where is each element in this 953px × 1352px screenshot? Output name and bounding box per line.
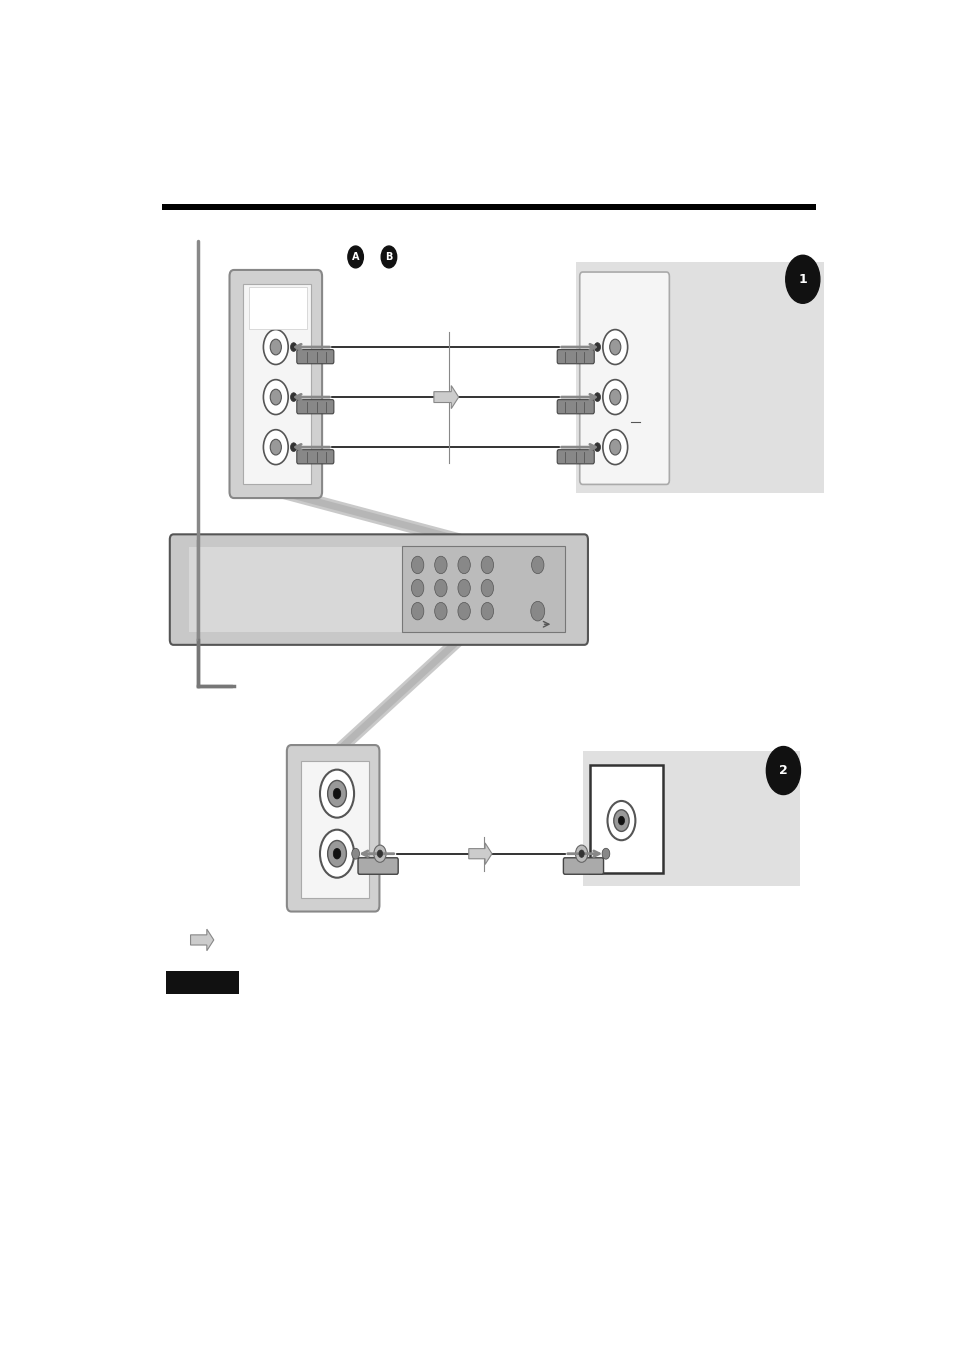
- Circle shape: [594, 392, 599, 402]
- FancyBboxPatch shape: [557, 350, 594, 364]
- Bar: [576, 262, 823, 493]
- Circle shape: [618, 817, 624, 825]
- Circle shape: [530, 602, 544, 621]
- Circle shape: [319, 769, 354, 818]
- Circle shape: [765, 746, 800, 795]
- Circle shape: [270, 439, 281, 456]
- Circle shape: [263, 380, 288, 415]
- Circle shape: [270, 339, 281, 354]
- Circle shape: [381, 246, 396, 268]
- Circle shape: [601, 848, 609, 859]
- Circle shape: [435, 603, 447, 619]
- Circle shape: [333, 788, 340, 799]
- Circle shape: [411, 556, 423, 573]
- FancyBboxPatch shape: [287, 745, 379, 911]
- Circle shape: [435, 556, 447, 573]
- FancyBboxPatch shape: [563, 857, 603, 875]
- FancyBboxPatch shape: [230, 270, 322, 498]
- Circle shape: [609, 439, 620, 456]
- Text: B: B: [385, 251, 393, 262]
- Circle shape: [327, 841, 346, 867]
- Circle shape: [531, 556, 543, 573]
- Text: 1: 1: [798, 273, 806, 285]
- Text: 2: 2: [779, 764, 787, 777]
- Bar: [402, 546, 564, 631]
- Circle shape: [435, 579, 447, 596]
- Circle shape: [319, 830, 354, 877]
- Bar: [162, 204, 815, 210]
- Circle shape: [348, 246, 363, 268]
- Circle shape: [457, 556, 470, 573]
- Circle shape: [602, 430, 627, 465]
- Circle shape: [291, 342, 296, 352]
- Polygon shape: [191, 929, 213, 950]
- FancyBboxPatch shape: [296, 350, 334, 364]
- Bar: [189, 548, 521, 631]
- Circle shape: [352, 848, 359, 859]
- Circle shape: [411, 579, 423, 596]
- Circle shape: [594, 442, 599, 452]
- FancyBboxPatch shape: [170, 534, 587, 645]
- Circle shape: [609, 339, 620, 354]
- Circle shape: [480, 556, 493, 573]
- Circle shape: [457, 579, 470, 596]
- Bar: [249, 287, 307, 330]
- Circle shape: [291, 392, 296, 402]
- Circle shape: [291, 442, 296, 452]
- Bar: [582, 752, 799, 886]
- Circle shape: [374, 845, 386, 863]
- Circle shape: [263, 430, 288, 465]
- Circle shape: [480, 603, 493, 619]
- Circle shape: [575, 845, 587, 863]
- Circle shape: [602, 330, 627, 365]
- Circle shape: [607, 800, 635, 840]
- FancyBboxPatch shape: [357, 857, 397, 875]
- Circle shape: [609, 389, 620, 406]
- Circle shape: [578, 850, 583, 857]
- Bar: [243, 284, 311, 484]
- Circle shape: [333, 849, 340, 859]
- Bar: [301, 761, 369, 898]
- FancyBboxPatch shape: [296, 400, 334, 414]
- Circle shape: [602, 380, 627, 415]
- Circle shape: [457, 603, 470, 619]
- FancyBboxPatch shape: [557, 400, 594, 414]
- Circle shape: [785, 256, 819, 303]
- Bar: [166, 971, 239, 994]
- Circle shape: [327, 780, 346, 807]
- Polygon shape: [468, 842, 492, 864]
- Circle shape: [270, 389, 281, 406]
- FancyBboxPatch shape: [557, 450, 594, 464]
- Circle shape: [480, 579, 493, 596]
- Polygon shape: [434, 385, 458, 408]
- FancyBboxPatch shape: [296, 450, 334, 464]
- Circle shape: [594, 342, 599, 352]
- FancyBboxPatch shape: [579, 272, 669, 484]
- Circle shape: [377, 850, 382, 857]
- Text: A: A: [352, 251, 359, 262]
- Circle shape: [263, 330, 288, 365]
- FancyBboxPatch shape: [589, 765, 662, 873]
- Circle shape: [411, 603, 423, 619]
- Circle shape: [613, 810, 628, 831]
